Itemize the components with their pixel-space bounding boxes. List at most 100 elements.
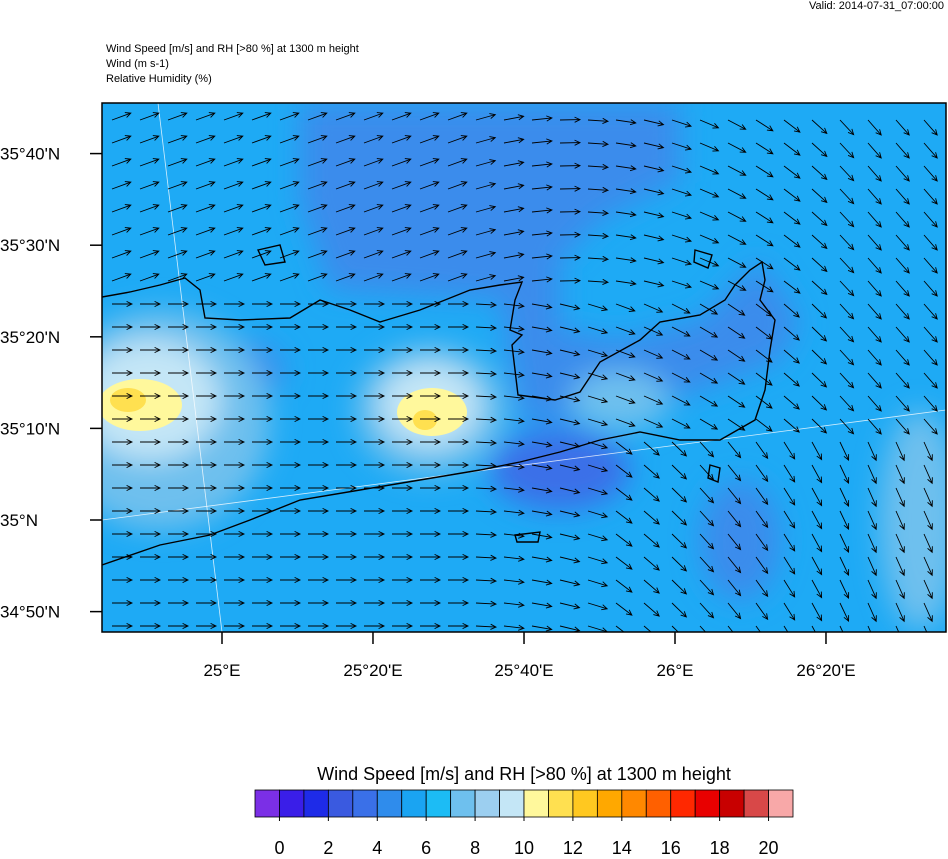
- wind-arrow: [559, 579, 581, 587]
- wind-arrow: [615, 349, 636, 358]
- wind-arrow: [895, 303, 910, 320]
- wind-arrow: [391, 204, 412, 213]
- wind-arrow: [140, 530, 162, 538]
- wind-arrow: [671, 119, 692, 128]
- wind-arrow: [280, 346, 302, 354]
- wind-arrow: [336, 392, 358, 400]
- wind-arrow: [251, 227, 272, 236]
- wind-arrow: [839, 602, 850, 623]
- wind-arrow: [308, 300, 330, 308]
- wind-arrow: [280, 323, 302, 331]
- wind-arrow: [168, 599, 190, 607]
- wind-arrow: [839, 533, 850, 554]
- wind-arrow: [503, 624, 525, 631]
- wind-arrow: [839, 119, 855, 136]
- wind-arrow: [643, 579, 660, 594]
- wind-arrow: [196, 415, 218, 423]
- colorbar-box: [572, 789, 598, 818]
- wind-arrow: [420, 484, 442, 492]
- wind-arrow: [895, 602, 905, 623]
- wind-arrow: [251, 112, 272, 121]
- wind-arrow: [895, 372, 910, 389]
- wind-arrow: [448, 507, 470, 515]
- wind-arrow: [867, 303, 882, 320]
- wind-arrow: [140, 599, 162, 607]
- wind-arrow: [531, 418, 553, 425]
- colorbar-box: [450, 789, 476, 818]
- wind-arrow: [252, 599, 274, 607]
- colorbar-tick-label: 6: [421, 838, 431, 854]
- wind-arrow: [475, 508, 498, 515]
- wind-arrow: [364, 576, 386, 584]
- wind-arrow: [475, 251, 497, 259]
- wind-arrow: [448, 553, 470, 561]
- wind-arrow: [923, 418, 938, 435]
- wind-arrow: [168, 323, 190, 331]
- wind-arrow: [531, 441, 553, 448]
- wind-arrow: [503, 371, 525, 378]
- wind-arrow: [727, 533, 742, 551]
- colorbar-box: [401, 789, 427, 818]
- wind-arrow: [559, 326, 581, 334]
- wind-arrow: [363, 250, 384, 259]
- wind-arrow: [531, 510, 553, 517]
- wind-arrow: [336, 300, 358, 308]
- wind-arrow: [531, 161, 553, 168]
- wind-arrow: [587, 209, 609, 216]
- wind-arrow: [615, 510, 633, 524]
- wind-arrow: [196, 392, 218, 400]
- wind-arrow: [447, 204, 468, 213]
- wind-arrow: [559, 418, 581, 426]
- wind-arrow: [252, 461, 274, 469]
- wind-arrow: [699, 602, 715, 619]
- wind-arrow: [587, 349, 609, 358]
- wind-arrow: [503, 114, 525, 121]
- wind-arrow: [811, 510, 823, 530]
- wind-arrow: [223, 227, 244, 236]
- wind-arrow: [447, 273, 468, 282]
- wind-arrow: [783, 625, 789, 632]
- wind-arrow: [811, 464, 823, 484]
- wind-arrow: [503, 325, 525, 332]
- wind-arrow: [783, 165, 801, 179]
- wind-arrow: [279, 227, 300, 236]
- wind-arrow: [559, 185, 582, 192]
- wind-arrow: [308, 622, 330, 630]
- wind-arrow: [643, 556, 660, 571]
- wind-arrow: [727, 487, 742, 505]
- wind-arrow: [392, 484, 414, 492]
- wind-arrow: [727, 303, 746, 316]
- wind-arrow: [139, 135, 160, 144]
- wind-arrow: [223, 181, 244, 190]
- wind-arrow: [671, 142, 692, 151]
- wind-arrow: [392, 346, 414, 354]
- wind-arrow: [252, 553, 274, 561]
- wind-arrow: [923, 602, 933, 623]
- wind-arrow: [615, 165, 637, 172]
- wind-arrow: [587, 372, 609, 381]
- wind-arrow: [727, 372, 746, 385]
- wind-arrow: [112, 323, 134, 331]
- wind-arrow: [224, 576, 246, 584]
- wind-arrow: [839, 372, 855, 389]
- wind-arrow: [251, 204, 272, 213]
- wind-arrow: [867, 418, 882, 435]
- wind-arrow: [111, 227, 132, 236]
- wind-arrow: [559, 208, 582, 215]
- wind-arrow: [308, 461, 330, 469]
- colorbar-tick-label: 4: [372, 838, 382, 854]
- wind-arrow: [111, 181, 132, 190]
- wind-arrow: [420, 507, 442, 515]
- wind-arrow: [475, 393, 498, 400]
- wind-arrow: [112, 300, 134, 308]
- wind-arrow: [251, 158, 272, 167]
- wind-arrow: [420, 622, 442, 630]
- wind-arrow: [280, 369, 302, 377]
- wind-arrow: [168, 553, 190, 561]
- wind-arrow: [643, 211, 665, 219]
- wind-arrow: [112, 507, 134, 515]
- wind-arrow: [252, 530, 274, 538]
- wind-arrow: [308, 415, 330, 423]
- wind-arrow: [755, 303, 773, 317]
- wind-arrow: [252, 484, 274, 492]
